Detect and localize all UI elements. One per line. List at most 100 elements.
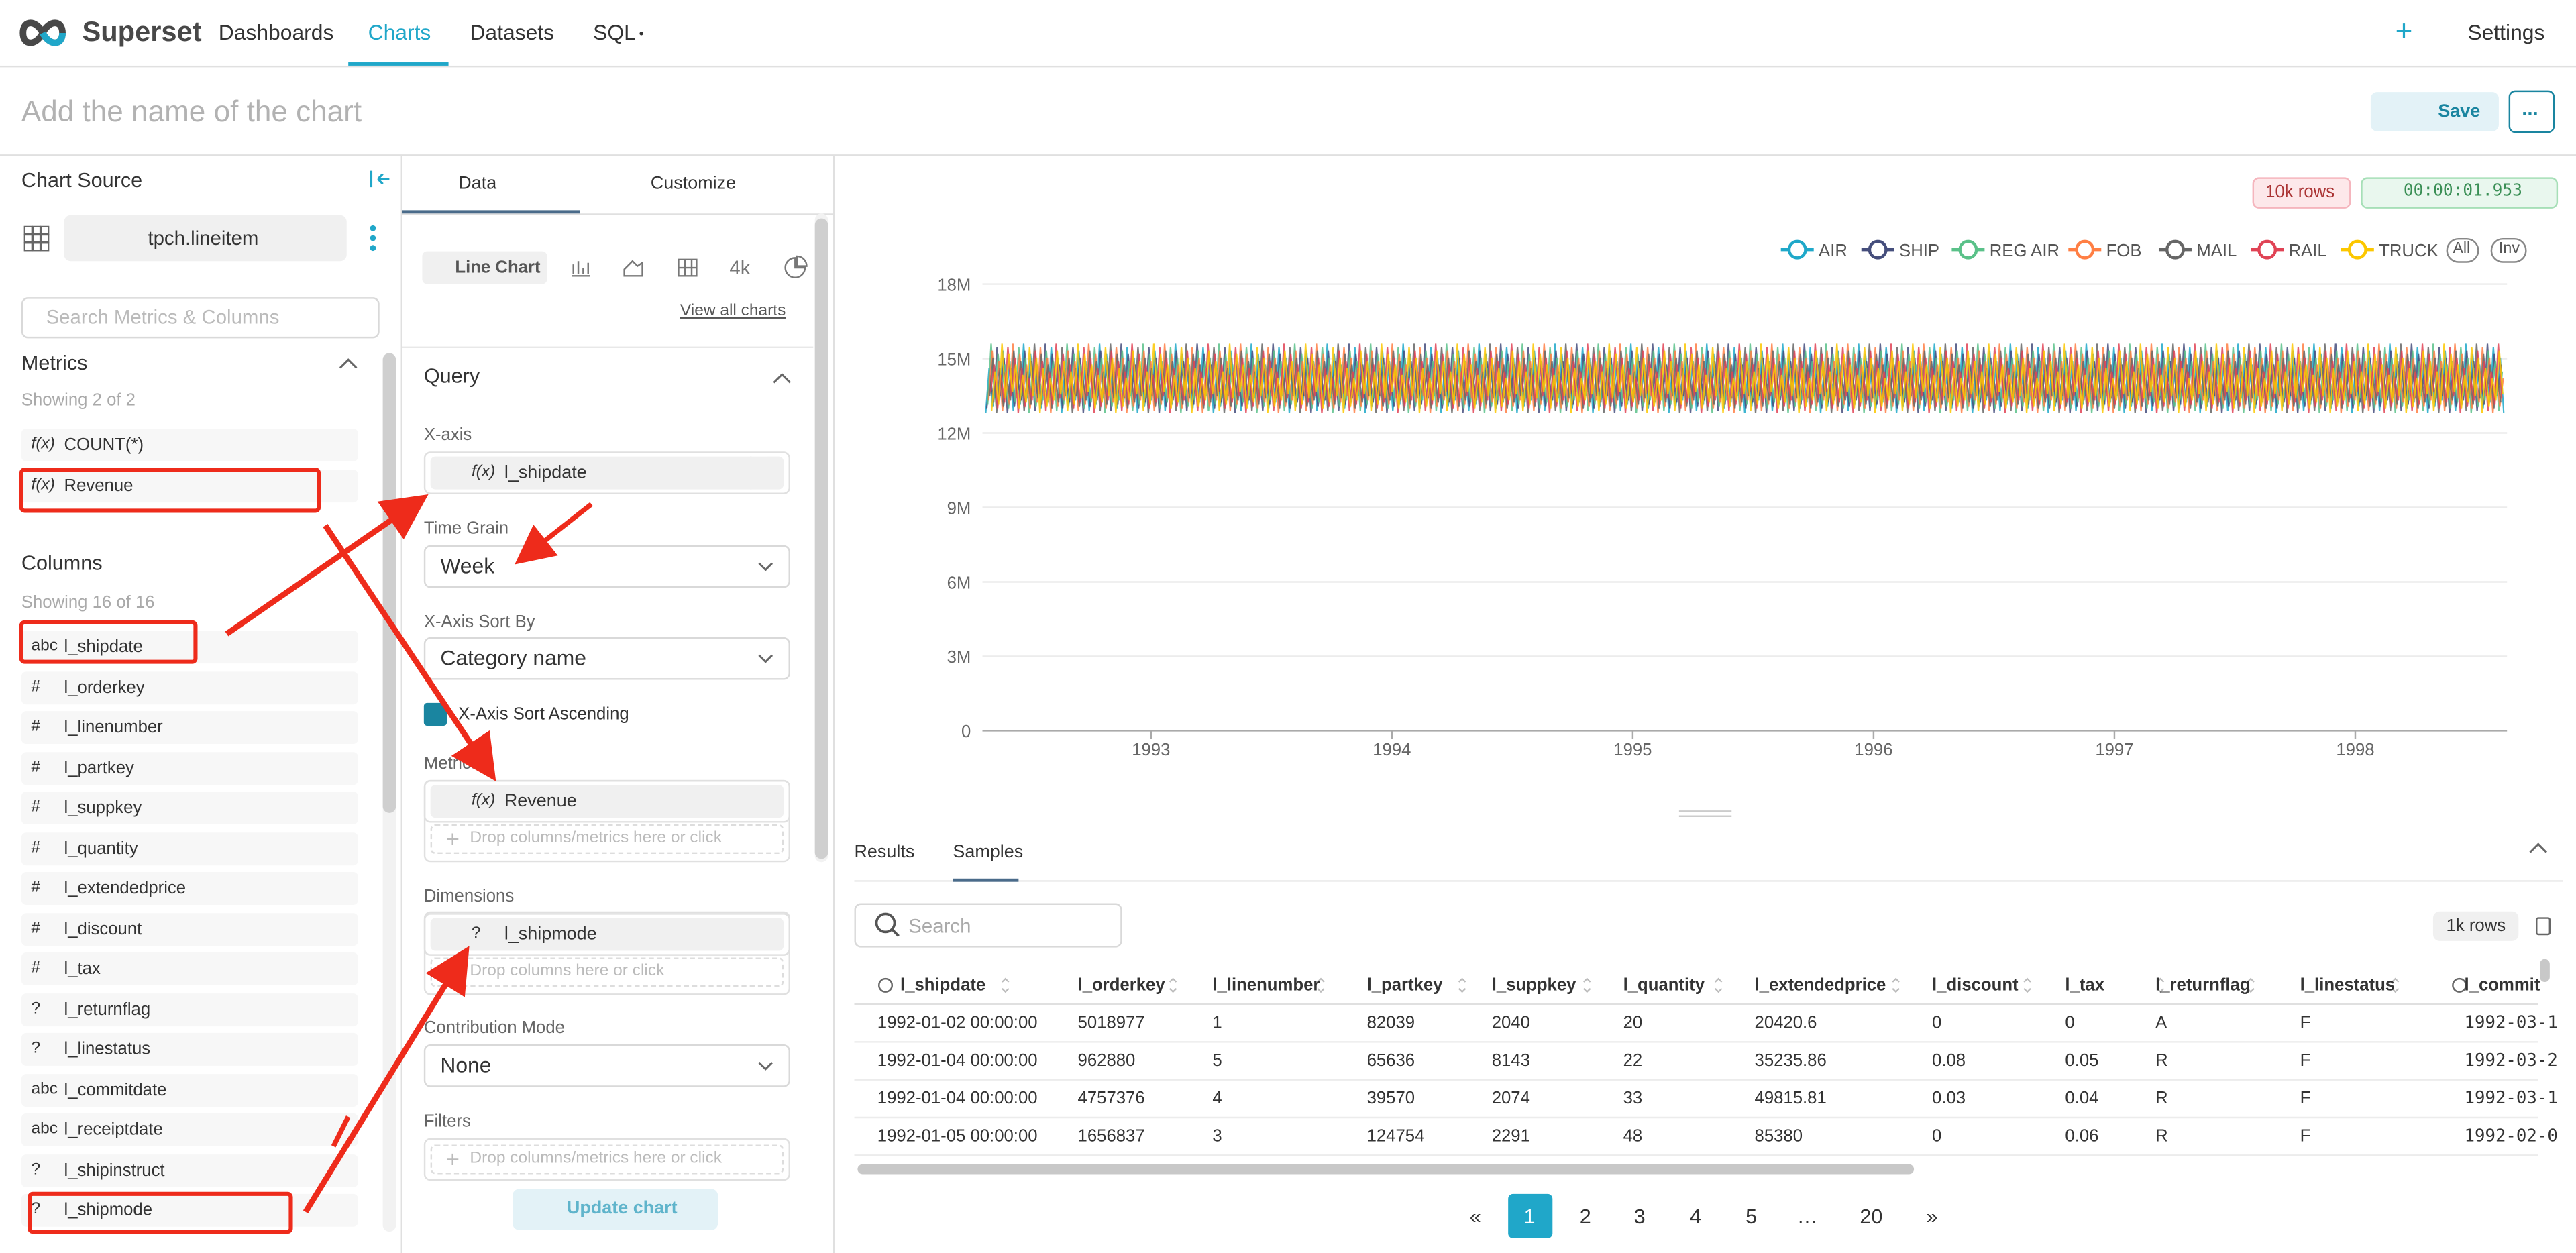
item-name[interactable]: l_linestatus — [64, 1039, 151, 1060]
item-name[interactable]: l_partkey — [64, 757, 134, 778]
view-all[interactable]: View all charts — [680, 302, 786, 321]
nav-item[interactable]: SQL — [593, 19, 636, 45]
select-value[interactable]: None — [440, 1052, 492, 1078]
page-link[interactable]: 4 — [1689, 1205, 1701, 1229]
item-name[interactable]: l_extendedprice — [64, 878, 186, 899]
chart-name-input[interactable]: Add the name of the chart — [21, 95, 362, 128]
viz-big-number[interactable]: 4k — [729, 256, 751, 280]
legend-button-label[interactable]: All — [2453, 239, 2471, 258]
page-link[interactable]: 5 — [1746, 1205, 1758, 1229]
update-button[interactable] — [513, 1189, 718, 1230]
page-link[interactable]: 3 — [1633, 1205, 1646, 1229]
legend-label[interactable]: SHIP — [1899, 241, 1940, 262]
save-button[interactable] — [2370, 92, 2499, 131]
nav-item[interactable]: Charts — [368, 19, 431, 45]
page-link[interactable]: 20 — [1860, 1205, 1883, 1229]
column-header[interactable]: l_orderkey — [1077, 975, 1165, 995]
more-button[interactable] — [2508, 90, 2555, 133]
select-value[interactable]: Week — [440, 553, 495, 578]
item-name[interactable]: l_returnflag — [64, 999, 151, 1020]
item-name[interactable]: l_suppkey — [64, 798, 142, 818]
list-item[interactable] — [21, 428, 358, 461]
more-label[interactable]: ... — [2522, 97, 2538, 120]
item-name[interactable]: l_shipinstruct — [64, 1160, 165, 1181]
results-tab[interactable]: Samples — [953, 842, 1024, 863]
list-item[interactable] — [21, 992, 358, 1026]
column-header[interactable]: l_partkey — [1366, 975, 1443, 995]
list-item[interactable] — [21, 1153, 358, 1187]
page-link[interactable]: … — [1796, 1205, 1818, 1229]
item-name[interactable]: l_receiptdate — [64, 1120, 163, 1140]
list-item[interactable] — [21, 912, 358, 945]
item-name[interactable]: l_commitdate — [64, 1079, 167, 1100]
pill[interactable] — [430, 918, 784, 951]
legend-button-label[interactable]: Inv — [2498, 239, 2520, 258]
legend-label[interactable]: TRUCK — [2379, 241, 2438, 262]
item-name[interactable]: l_linenumber — [64, 717, 163, 738]
pill[interactable] — [430, 456, 784, 490]
list-item[interactable] — [21, 751, 358, 785]
list-item[interactable] — [21, 1113, 358, 1146]
viz-name[interactable]: Line Chart — [455, 258, 541, 278]
viz-selected[interactable] — [422, 251, 547, 284]
list-item[interactable] — [21, 952, 358, 985]
legend-label[interactable]: RAIL — [2288, 241, 2327, 262]
pill-name[interactable]: l_shipmode — [504, 924, 597, 944]
column-header[interactable]: l_linestatus — [2300, 975, 2396, 995]
pill-name[interactable]: l_shipdate — [504, 463, 587, 483]
drop-area[interactable] — [430, 824, 784, 855]
results-search[interactable] — [854, 903, 1122, 948]
column-header[interactable]: l_extendedprice — [1754, 975, 1886, 995]
list-item[interactable] — [21, 671, 358, 704]
item-name[interactable]: l_orderkey — [64, 677, 145, 698]
column-header[interactable]: l_linenumber — [1212, 975, 1320, 995]
list-item[interactable] — [21, 871, 358, 905]
column-header[interactable]: l_quantity — [1623, 975, 1705, 995]
dataset-name[interactable]: tpch.lineitem — [148, 226, 259, 250]
item-name[interactable]: l_tax — [64, 959, 101, 979]
legend-button[interactable] — [2490, 237, 2527, 263]
item-name[interactable]: COUNT(*) — [64, 435, 144, 455]
column-header[interactable]: l_commit — [2464, 975, 2540, 995]
search-input[interactable] — [21, 297, 380, 339]
page-link[interactable]: « — [1469, 1205, 1481, 1229]
save-label[interactable]: Save — [2438, 101, 2481, 122]
page-active[interactable] — [1508, 1193, 1553, 1238]
plus[interactable]: + — [2395, 15, 2413, 48]
x-tick-label: 1993 — [1132, 741, 1170, 759]
tab-customize[interactable]: Customize — [650, 174, 737, 194]
tab-data[interactable]: Data — [458, 174, 497, 194]
pill-name[interactable]: Revenue — [504, 792, 577, 812]
legend-label[interactable]: AIR — [1819, 241, 1847, 262]
legend-label[interactable]: MAIL — [2196, 241, 2237, 262]
nav-item[interactable]: Datasets — [470, 19, 555, 45]
legend-label[interactable]: FOB — [2106, 241, 2142, 262]
item-name[interactable]: l_discount — [64, 918, 142, 939]
column-header[interactable]: l_suppkey — [1491, 975, 1576, 995]
list-item[interactable] — [21, 711, 358, 745]
list-item[interactable] — [21, 832, 358, 865]
column-header[interactable]: l_discount — [1932, 975, 2019, 995]
page-link[interactable]: » — [1926, 1205, 1938, 1229]
legend-button[interactable] — [2446, 237, 2479, 263]
nav-item[interactable]: Dashboards — [218, 19, 334, 45]
pill[interactable] — [430, 785, 784, 818]
column-header[interactable]: l_returnflag — [2155, 975, 2251, 995]
column-header[interactable]: l_shipdate — [900, 975, 986, 995]
item-name[interactable]: l_shipdate — [64, 637, 143, 657]
page-link[interactable]: 1 — [1523, 1205, 1536, 1229]
page-link[interactable]: 2 — [1579, 1205, 1591, 1229]
checkbox[interactable] — [423, 702, 447, 726]
list-item[interactable] — [21, 792, 358, 824]
list-item[interactable] — [21, 1032, 358, 1066]
item-name[interactable]: Revenue — [64, 476, 133, 496]
list-item[interactable] — [21, 1073, 358, 1106]
item-name[interactable]: l_shipmode — [64, 1200, 153, 1221]
settings[interactable]: Settings — [2467, 19, 2545, 45]
item-name[interactable]: l_quantity — [64, 838, 138, 859]
update-label[interactable]: Update chart — [566, 1199, 678, 1219]
column-header[interactable]: l_tax — [2065, 975, 2105, 995]
legend-label[interactable]: REG AIR — [1989, 241, 2060, 262]
select-value[interactable]: Category name — [440, 645, 587, 670]
results-tab[interactable]: Results — [854, 842, 915, 863]
